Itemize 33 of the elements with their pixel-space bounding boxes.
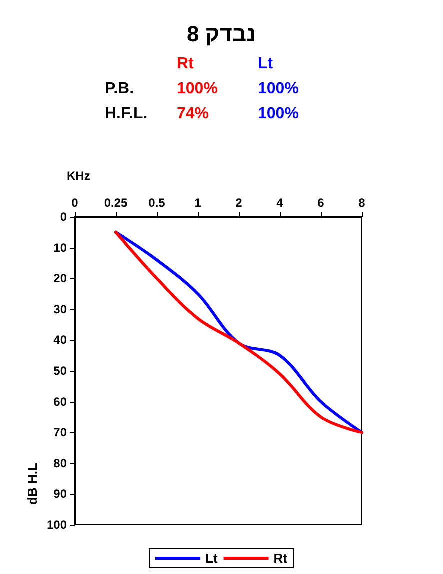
x-axis-title: KHz [67,169,90,183]
y-tick-label: 90 [54,487,68,502]
text: H.F.L. [105,106,148,122]
text: Rt [177,56,195,72]
y-tick-label: 20 [54,272,68,286]
text: 100% [258,106,299,122]
x-tick-label: 0.25 [104,196,128,210]
x-tick-label: 4 [276,196,284,210]
y-tick-label: 40 [54,333,68,348]
x-tick-label: 6 [318,196,325,210]
x-tick-label: 8 [358,196,366,210]
y-tick-label: 30 [54,302,68,316]
text: 100% [258,80,299,98]
legend-label: Rt [274,551,288,566]
x-tick-label: 2 [236,196,243,210]
y-tick-label: 60 [54,394,68,409]
y-tick-label: 10 [54,240,68,255]
text: Lt [258,56,274,72]
y-tick-label: 80 [54,456,68,470]
y-tick-label: 50 [54,364,68,378]
chart-title: נבדק 8 [186,22,256,46]
y-tick-label: 70 [54,426,68,440]
legend-label: Lt [206,551,218,566]
x-tick-label: 0.5 [148,196,166,210]
text: 74% [177,106,210,122]
y-tick-label: 100 [46,518,68,532]
y-axis-title: dB H.L [25,463,40,505]
text: 100% [177,80,218,98]
text: P.B. [105,80,134,98]
y-tick-label: 0 [60,210,68,224]
line-series [114,230,364,434]
x-tick-label: 1 [194,196,202,210]
x-tick-label: 0 [72,196,79,210]
